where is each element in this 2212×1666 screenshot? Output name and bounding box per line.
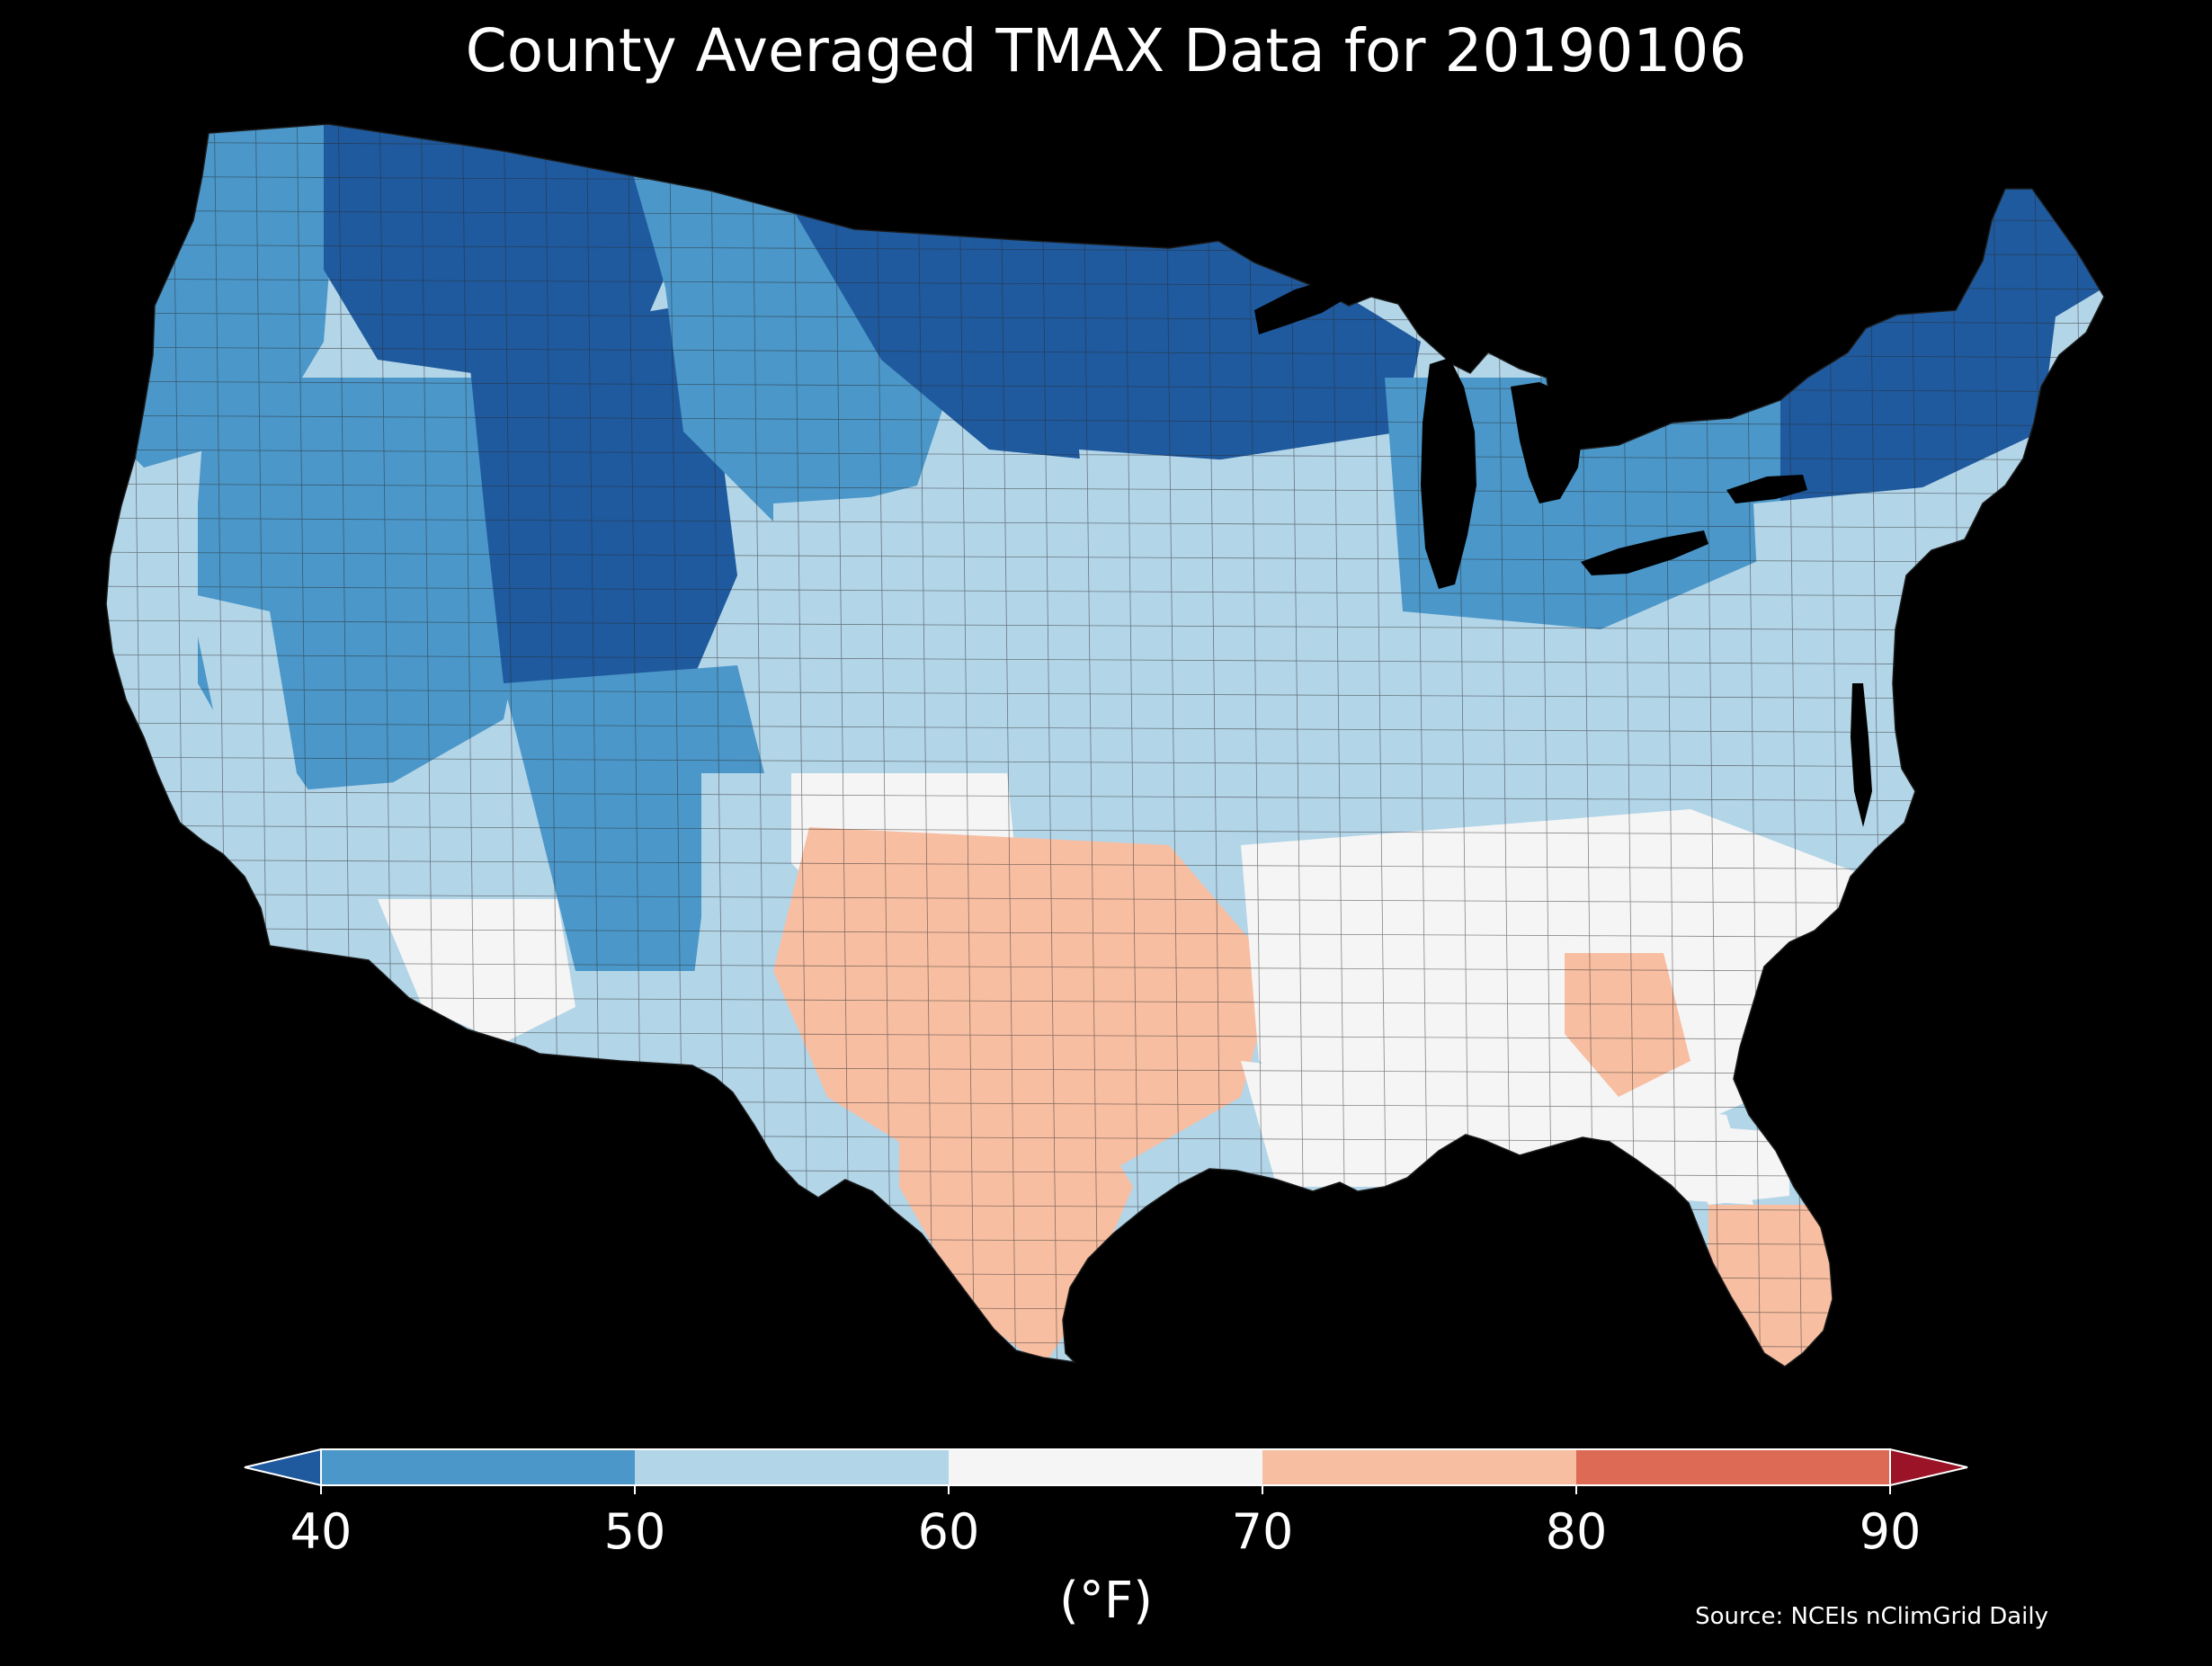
lake-superior [1254, 272, 1394, 334]
colorbar-bin-40-50 [321, 1449, 635, 1485]
lake-huron [1511, 382, 1583, 503]
region-california-coast [106, 468, 270, 953]
colorbar-bin-60-70 [949, 1449, 1262, 1485]
colorbar-extend-high [1889, 1448, 1968, 1487]
colorbar-units-label: (°F) [1059, 1572, 1153, 1630]
region-south-florida [1708, 1205, 1843, 1367]
region-wasatch-uinta-colorado-high [468, 306, 737, 737]
colorbar-bin-50-60 [635, 1449, 949, 1485]
colorbar-bin-80-90 [1576, 1449, 1890, 1485]
region-central-plains [773, 486, 1133, 827]
chesapeake-bay [1851, 683, 1872, 827]
region-georgia-interior [1565, 953, 1690, 1097]
colorbar-extend-low [244, 1448, 322, 1487]
map-title: County Averaged TMAX Data for 20190106 [465, 16, 1747, 85]
region-upper-midwest-north [791, 207, 1421, 468]
colorbar-frame [320, 1448, 1891, 1486]
colorbar-tick-label: 70 [1232, 1503, 1294, 1560]
lake-michigan [1421, 358, 1476, 589]
region-north-florida [1672, 1124, 1789, 1205]
colorbar-bin-70-80 [1262, 1449, 1576, 1485]
colorbar-tick-label: 90 [1860, 1503, 1922, 1560]
source-note: Source: NCEIs nClimGrid Daily [1695, 1603, 2048, 1630]
colorbar-tick-label: 80 [1546, 1503, 1608, 1560]
lake-ontario [1726, 475, 1807, 503]
region-southern-california-desert [288, 773, 575, 935]
colorbar-tick-label: 50 [604, 1503, 666, 1560]
region-great-lakes [1385, 378, 1807, 629]
colorbar-tick-label: 40 [290, 1503, 352, 1560]
colorbar-tick-label: 60 [918, 1503, 980, 1560]
region-northern-rockies [324, 124, 683, 378]
region-southeast [1241, 809, 1879, 1151]
lake-erie [1581, 530, 1708, 575]
